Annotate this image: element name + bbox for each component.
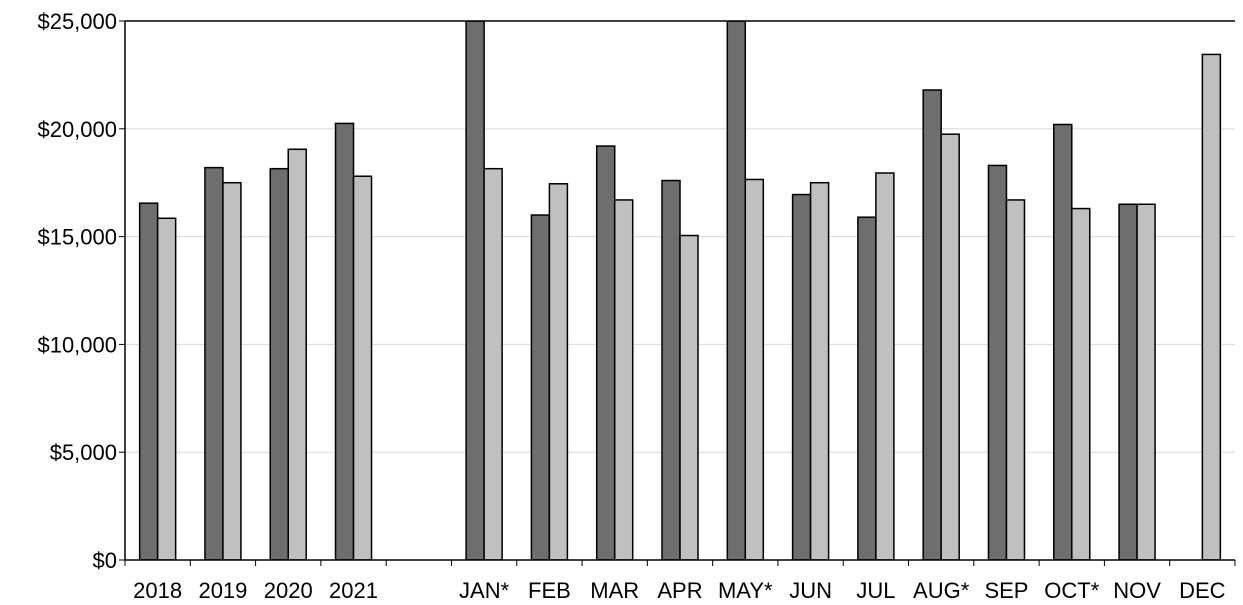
bar-sep-series-2	[1005, 199, 1026, 560]
bar-2018-series-1	[138, 202, 159, 560]
y-tick-label: $25,000	[37, 9, 117, 34]
x-tick-label-feb: FEB	[528, 578, 571, 603]
x-tick-label-2021: 2021	[329, 578, 378, 603]
bar-apr-series-1	[661, 179, 681, 560]
x-tick-label-2019: 2019	[198, 578, 247, 603]
x-tick-label-mar: MAR	[590, 578, 639, 603]
bar-aug-series-1	[922, 89, 942, 560]
bar-2021-series-2	[352, 175, 373, 560]
bar-2020-series-2	[287, 148, 307, 560]
y-tick-label: $10,000	[37, 332, 117, 357]
x-tick-label-2018: 2018	[133, 578, 182, 603]
bar-jul-series-1	[857, 216, 877, 560]
bar-jun-series-1	[791, 193, 812, 560]
x-tick-label-apr: APR	[657, 578, 702, 603]
bar-may-series-1	[726, 21, 747, 560]
x-tick-label-may: MAY*	[718, 578, 773, 603]
x-tick-label-jul: JUL	[856, 578, 895, 603]
bar-may-series-2	[744, 178, 765, 560]
y-tick-label: $15,000	[37, 225, 117, 250]
bar-2019-series-1	[204, 166, 224, 560]
y-tick-label: $20,000	[37, 117, 117, 142]
tick-labels: $0 $5,000 $10,000 $15,000 $20,000 $25,000 2018…	[37, 9, 1225, 603]
bar-mar-series-1	[595, 145, 616, 560]
x-tick-label-dec: DEC	[1179, 578, 1226, 603]
axes	[119, 20, 1236, 566]
bar-2019-series-2	[222, 181, 242, 560]
bar-group	[138, 21, 1222, 560]
bar-sep-series-1	[987, 164, 1008, 560]
bar-jun-series-2	[809, 181, 830, 560]
bar-feb-series-2	[548, 183, 569, 560]
x-tick-label-nov: NOV	[1113, 578, 1161, 603]
x-tick-label-jun: JUN	[789, 578, 832, 603]
bar-2020-series-1	[269, 167, 289, 560]
bar-2018-series-2	[156, 217, 177, 560]
bar-nov-series-1	[1118, 203, 1138, 560]
bar-nov-series-2	[1136, 203, 1156, 560]
bar-oct-series-1	[1053, 123, 1073, 560]
bar-feb-series-1	[530, 214, 551, 560]
bar-dec-series-2	[1201, 53, 1222, 560]
bar-jan-series-2	[483, 167, 503, 560]
bar-jan-series-1	[465, 21, 485, 560]
bar-aug-series-2	[940, 133, 960, 560]
bar-2021-series-1	[334, 122, 355, 560]
x-tick-label-aug: AUG*	[913, 578, 970, 603]
x-tick-label-sep: SEP	[984, 578, 1028, 603]
bar-jul-series-2	[875, 172, 895, 560]
y-tick-label: $5,000	[50, 440, 117, 465]
bar-oct-series-2	[1071, 207, 1091, 560]
bar-mar-series-2	[613, 199, 634, 560]
x-tick-label-2020: 2020	[264, 578, 313, 603]
x-tick-label-oct: OCT*	[1044, 578, 1099, 603]
x-tick-label-jan: JAN*	[459, 578, 510, 603]
bar-apr-series-2	[679, 234, 699, 560]
y-tick-label: $0	[93, 548, 117, 573]
bars	[138, 21, 1222, 560]
